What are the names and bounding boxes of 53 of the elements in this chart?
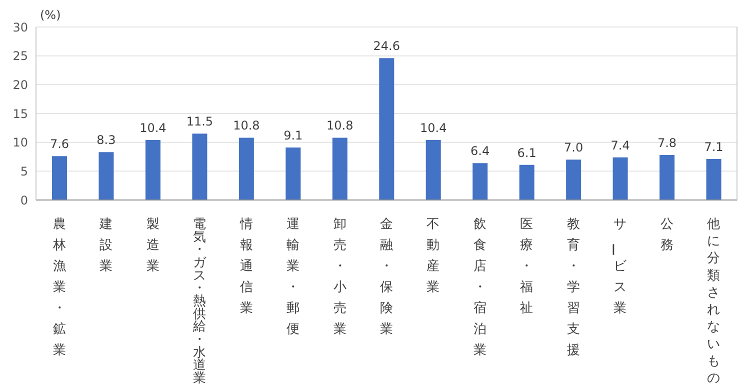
bar [52, 156, 67, 200]
x-tick-label: 不動産業 [426, 217, 440, 295]
x-tick-label: 製造業 [146, 217, 160, 274]
x-tick-label: 情報通信業 [238, 217, 253, 316]
x-tick-label: 運輸業・郵便 [286, 217, 300, 337]
bar [332, 138, 348, 200]
data-label: 11.5 [186, 114, 214, 129]
data-label: 10.8 [326, 118, 354, 133]
data-label: 6.1 [517, 146, 536, 160]
data-label: 10.4 [140, 121, 166, 136]
x-tick-label: 公務 [660, 217, 674, 253]
bar [286, 148, 301, 200]
data-label: 6.4 [470, 144, 490, 158]
bar [238, 138, 254, 200]
data-label: 7.1 [704, 140, 724, 154]
data-label: 10.4 [420, 121, 447, 136]
data-label: 10.8 [233, 118, 260, 133]
y-tick-label: 30 [12, 20, 28, 34]
bar [472, 163, 488, 200]
bar [612, 157, 628, 200]
bar [145, 140, 160, 200]
data-label: 7.6 [50, 137, 70, 152]
y-tick-label: 15 [12, 106, 28, 121]
y-tick-label: 10 [12, 136, 28, 150]
category-label: 他に分類されないもの [707, 217, 720, 385]
category-label: 電気・ガス・熱供給・水道業 [193, 217, 206, 385]
x-tick-label: 教育・学習支援 [566, 217, 580, 358]
x-tick-label: 金融・保険業 [380, 217, 393, 337]
data-label: 9.1 [284, 128, 303, 143]
y-tick-label: 25 [12, 49, 28, 64]
x-tick-label: 農林漁業・鉱業 [52, 217, 66, 358]
data-label: 7.4 [610, 138, 630, 152]
bar [426, 140, 441, 200]
y-tick-label: 5 [20, 164, 28, 178]
bar [566, 160, 582, 200]
bar [706, 159, 722, 200]
data-label: 24.6 [373, 39, 400, 54]
bar [98, 152, 114, 200]
y-axis-title: (%) [40, 8, 61, 22]
y-tick-label: 20 [12, 78, 28, 92]
bar [379, 58, 394, 200]
x-tick-label: 飲食店・宿泊業 [473, 217, 486, 358]
x-tick-label: 卸売・小売業 [333, 217, 346, 337]
y-tick-label: 0 [20, 193, 28, 208]
x-tick-label: 医療・福祉 [520, 217, 534, 316]
bar [192, 134, 208, 200]
bar [660, 155, 675, 200]
data-label: 7.8 [657, 136, 677, 150]
data-label: 7.0 [564, 140, 584, 155]
x-tick-label: サービス業 [604, 217, 628, 316]
bar [519, 164, 534, 200]
data-label: 8.3 [96, 133, 116, 148]
x-tick-label: 建設業 [98, 217, 113, 274]
